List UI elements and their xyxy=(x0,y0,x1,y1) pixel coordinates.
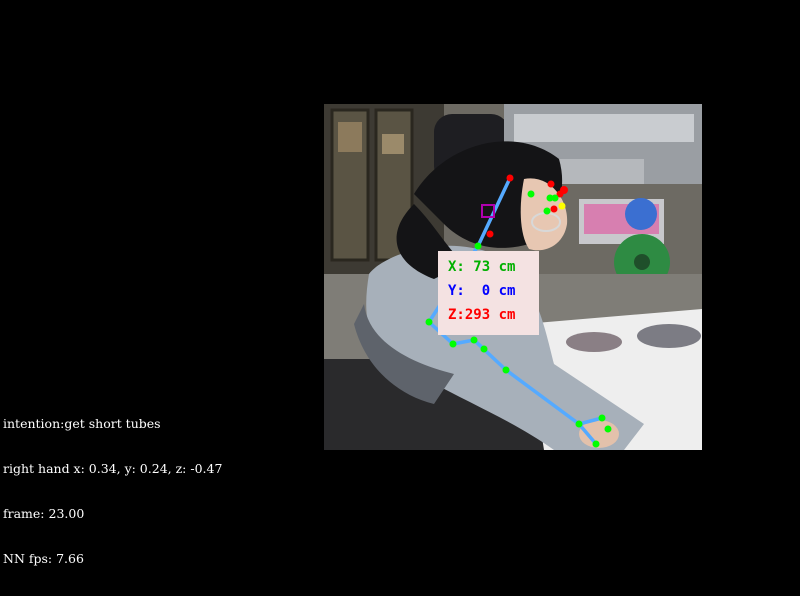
y-coordinate-label: Y: 0 cm xyxy=(448,283,516,299)
x-coordinate-label: X: 73 cm xyxy=(448,259,516,275)
pose-keypoints xyxy=(425,174,612,448)
nn-fps-text: NN fps: 7.66 xyxy=(3,551,84,566)
video-canvas: X: 73 cm Y: 0 cm Z:293 cm intention:get … xyxy=(3,104,702,566)
z-coordinate-label: Z:293 cm xyxy=(448,307,516,323)
status-overlay: intention:get short tubes right hand x: … xyxy=(3,386,222,596)
frame-counter-text: frame: 23.00 xyxy=(3,506,85,521)
intention-text: intention:get short tubes xyxy=(3,416,161,431)
right-hand-position-text: right hand x: 0.34, y: 0.24, z: -0.47 xyxy=(3,461,223,476)
camera-frame xyxy=(324,104,702,450)
camera-scene xyxy=(324,104,702,450)
spatial-coordinates-box: X: 73 cm Y: 0 cm Z:293 cm xyxy=(438,251,539,335)
roi-box xyxy=(481,204,495,218)
pose-skeleton xyxy=(427,176,604,446)
